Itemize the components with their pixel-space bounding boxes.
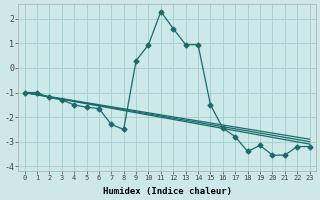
X-axis label: Humidex (Indice chaleur): Humidex (Indice chaleur) <box>103 187 232 196</box>
